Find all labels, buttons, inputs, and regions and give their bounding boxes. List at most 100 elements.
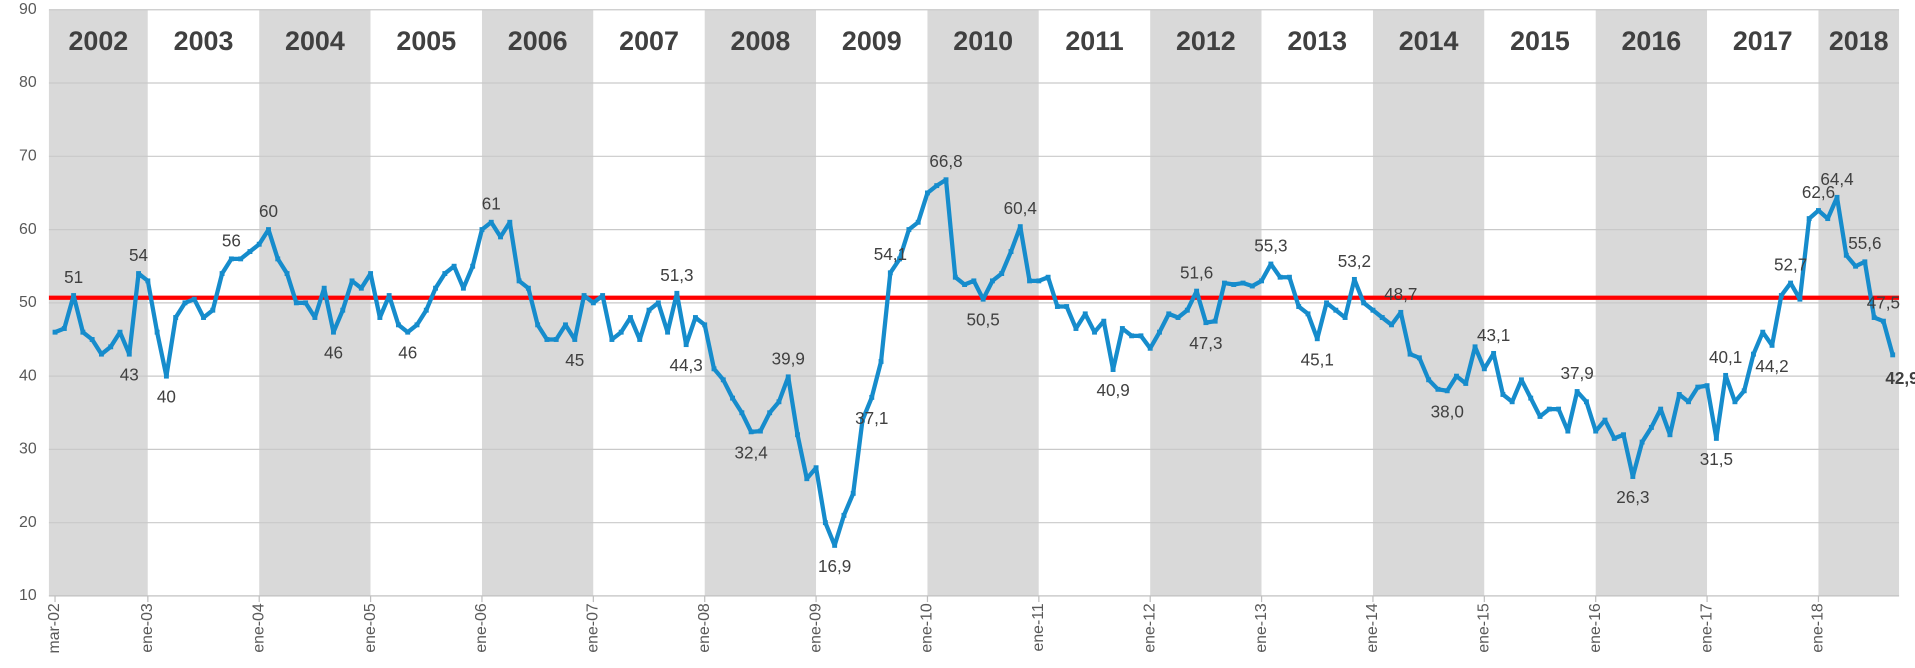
point-marker (720, 377, 726, 383)
point-marker (247, 249, 253, 255)
point-marker (1240, 280, 1246, 286)
x-tick-label: ene-08 (696, 603, 713, 653)
point-marker (1351, 276, 1357, 282)
point-marker (479, 227, 485, 233)
point-marker (61, 326, 67, 331)
point-marker (637, 337, 643, 342)
point-marker (1277, 274, 1283, 280)
point-marker (117, 329, 123, 335)
point-marker (1342, 315, 1348, 320)
point-marker (256, 241, 262, 247)
point-marker (442, 271, 448, 276)
point-marker (804, 476, 810, 482)
year-label: 2015 (1510, 26, 1570, 56)
point-marker (405, 329, 411, 335)
point-marker (1593, 428, 1599, 434)
point-marker (1491, 350, 1497, 356)
point-marker (1667, 432, 1673, 438)
labels: 2002 2003 2004 2005 2006 2007 2008 2009 2010 2011… (19, 1, 1915, 654)
point-marker (1630, 474, 1636, 479)
point-marker (1658, 406, 1664, 412)
point-marker (730, 395, 735, 401)
year-label: 2009 (842, 26, 902, 56)
data-label: 66,8 (929, 152, 962, 171)
y-tick-label: 50 (19, 294, 37, 311)
point-marker (860, 417, 865, 423)
point-marker (1110, 367, 1116, 372)
point-marker (655, 300, 661, 306)
point-marker (989, 278, 995, 284)
point-marker (1296, 304, 1302, 309)
point-marker (665, 329, 671, 335)
point-marker (275, 256, 281, 262)
point-marker (1519, 377, 1524, 383)
data-label: 61 (482, 195, 501, 214)
point-marker (1853, 263, 1859, 269)
year-label: 2017 (1733, 26, 1793, 56)
point-marker (1073, 326, 1079, 331)
point-marker (553, 337, 559, 342)
point-marker (145, 278, 151, 284)
year-label: 2014 (1399, 26, 1459, 56)
point-marker (1546, 406, 1552, 412)
point-marker (962, 282, 968, 287)
point-marker (1816, 208, 1821, 213)
data-label: 56 (222, 231, 241, 250)
point-marker (1528, 395, 1534, 401)
year-label: 2013 (1287, 26, 1347, 56)
data-label: 44,2 (1755, 357, 1788, 376)
point-marker (1426, 377, 1432, 383)
data-label: 40,9 (1096, 381, 1129, 400)
x-tick-label: ene-12 (1141, 603, 1158, 653)
point-marker (201, 315, 206, 320)
point-marker (126, 351, 132, 357)
point-marker (1621, 432, 1626, 438)
point-marker (683, 342, 689, 348)
point-marker (1045, 274, 1051, 280)
point-marker (98, 351, 104, 357)
point-marker (1249, 283, 1255, 289)
point-marker (423, 307, 429, 313)
point-marker (1481, 366, 1487, 372)
year-label: 2011 (1065, 26, 1123, 56)
point-marker (1054, 304, 1060, 309)
year-label: 2005 (396, 26, 456, 56)
data-label: 40 (157, 388, 176, 407)
data-label: 16,9 (818, 557, 851, 576)
point-marker (1231, 282, 1237, 287)
point-marker (395, 322, 401, 328)
data-label: 45 (565, 351, 584, 370)
data-label: 52,7 (1774, 255, 1807, 274)
point-marker (163, 373, 169, 379)
point-marker (433, 285, 438, 291)
year-label: 2012 (1176, 26, 1236, 56)
point-marker (1890, 352, 1896, 358)
point-marker (563, 322, 568, 328)
point-marker (293, 300, 299, 306)
x-tick-label: ene-07 (585, 603, 602, 653)
point-marker (1008, 249, 1014, 255)
point-marker (1611, 435, 1617, 441)
point-marker (674, 290, 680, 296)
point-marker (173, 315, 179, 320)
year-label: 2002 (68, 26, 128, 56)
point-marker (451, 263, 457, 269)
point-marker (841, 512, 847, 518)
data-label: 60 (259, 202, 278, 221)
point-marker (711, 366, 717, 372)
point-marker (1695, 384, 1701, 390)
data-label: 43,1 (1477, 326, 1510, 345)
point-marker (1741, 388, 1747, 394)
point-marker (1843, 252, 1849, 258)
y-tick-label: 80 (19, 74, 37, 91)
point-marker (646, 307, 652, 313)
point-marker (572, 337, 578, 342)
point-marker (1203, 320, 1209, 326)
point-marker (340, 307, 346, 313)
x-tick-label: ene-13 (1253, 603, 1270, 653)
point-marker (906, 227, 912, 233)
point-marker (628, 315, 633, 320)
x-tick-label: ene-11 (1030, 603, 1047, 651)
point-marker (1713, 435, 1719, 441)
